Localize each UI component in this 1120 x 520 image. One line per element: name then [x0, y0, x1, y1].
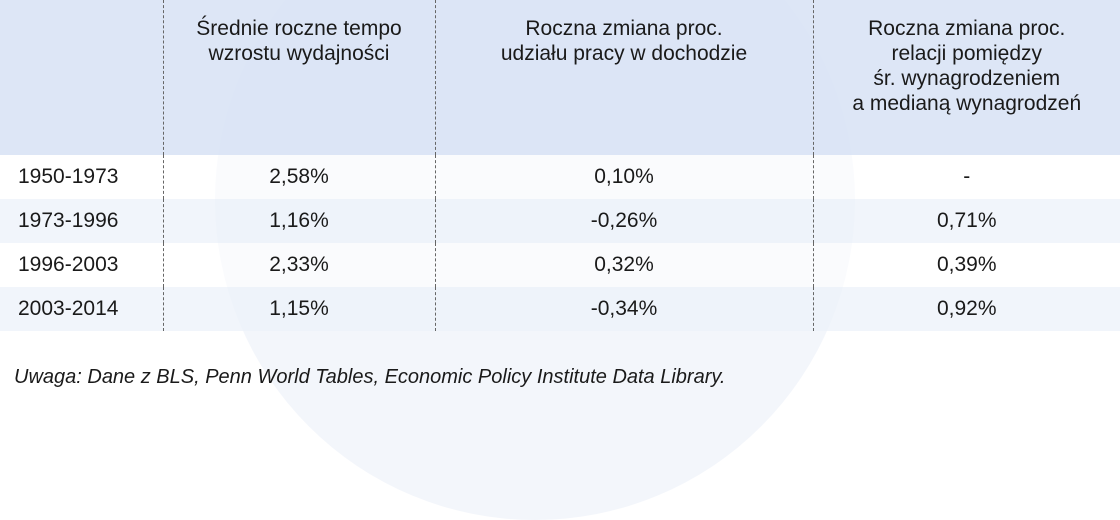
table-row: 1973-1996 1,16% -0,26% 0,71% — [0, 199, 1120, 243]
period-cell: 1973-1996 — [18, 209, 119, 232]
header-line: Roczna zmiana proc. — [525, 17, 723, 40]
labor-share-cell: -0,34% — [434, 287, 813, 331]
table-wrapper: Średnie roczne tempo wzrostu wydajności … — [0, 0, 1120, 331]
header-cell-productivity: Średnie roczne tempo wzrostu wydajności — [162, 0, 435, 155]
labor-share-cell: 0,10% — [434, 155, 813, 199]
table-row: 1950-1973 2,58% 0,10% - — [0, 155, 1120, 199]
header-line: Roczna zmiana proc. — [868, 17, 1066, 40]
productivity-cell: 2,58% — [162, 155, 435, 199]
labor-share-cell: 0,32% — [434, 243, 813, 287]
wage-ratio-cell: 0,92% — [812, 287, 1120, 331]
wage-ratio-cell: - — [812, 155, 1120, 199]
wage-ratio-cell: 0,71% — [812, 199, 1120, 243]
header-row: Średnie roczne tempo wzrostu wydajności … — [0, 0, 1120, 155]
table-row: 2003-2014 1,15% -0,34% 0,92% — [0, 287, 1120, 331]
header-cell-wage-ratio: Roczna zmiana proc. relacji pomiędzy śr.… — [812, 0, 1120, 155]
header-cell-period — [0, 0, 163, 155]
table-row: 1996-2003 2,33% 0,32% 0,39% — [0, 243, 1120, 287]
header-cell-labor-share: Roczna zmiana proc. udziału pracy w doch… — [434, 0, 813, 155]
source-note: Uwaga: Dane z BLS, Penn World Tables, Ec… — [14, 366, 726, 388]
labor-share-cell: -0,26% — [434, 199, 813, 243]
header-line: śr. wynagrodzeniem — [873, 67, 1061, 90]
header-line: relacji pomiędzy — [891, 42, 1043, 65]
period-cell: 1950-1973 — [18, 165, 119, 188]
table-header: Średnie roczne tempo wzrostu wydajności … — [0, 0, 1120, 155]
wage-ratio-cell: 0,39% — [812, 243, 1120, 287]
header-line: Średnie roczne tempo — [196, 17, 402, 40]
header-line: wzrostu wydajności — [208, 42, 390, 65]
productivity-cell: 2,33% — [162, 243, 435, 287]
header-line: a medianą wynagrodzeń — [852, 92, 1082, 115]
table-body: 1950-1973 2,58% 0,10% - 1973-1996 1,16% … — [0, 155, 1120, 331]
productivity-cell: 1,16% — [162, 199, 435, 243]
productivity-cell: 1,15% — [162, 287, 435, 331]
period-cell: 2003-2014 — [18, 297, 119, 320]
header-line: udziału pracy w dochodzie — [500, 42, 748, 65]
data-table: Średnie roczne tempo wzrostu wydajności … — [0, 0, 1120, 331]
period-cell: 1996-2003 — [18, 253, 119, 276]
